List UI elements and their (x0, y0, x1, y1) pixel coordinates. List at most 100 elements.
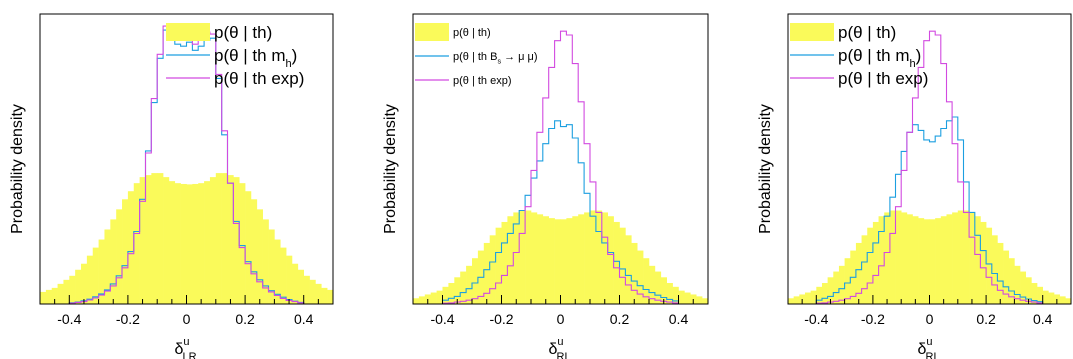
legend-label-sub: s (497, 58, 501, 66)
theory-bar (872, 221, 879, 304)
theory-bar (901, 212, 908, 304)
theory-bar (660, 277, 667, 304)
theory-bar (952, 212, 959, 304)
theory-bar (198, 183, 205, 304)
theory-bar (884, 212, 891, 304)
x-tick-label: -0.2 (489, 311, 513, 327)
theory-bar (678, 290, 685, 304)
legend-label-tail: ) (916, 46, 922, 65)
legend-label-main: p(θ | th m (214, 46, 286, 65)
series-line-secondary (815, 116, 1044, 304)
theory-bar (507, 216, 514, 304)
theory-bar (63, 279, 70, 304)
theory-bar (250, 199, 258, 304)
theory-bar (174, 183, 181, 304)
theory-bar (963, 210, 970, 304)
x-tick-label: 0 (557, 311, 565, 327)
legend-label-main: p(θ | th exp) (838, 69, 928, 88)
series-line-secondary (68, 29, 305, 304)
theory-bar (513, 212, 520, 304)
theory-bar (986, 227, 993, 304)
x-tick-label: 0.4 (294, 311, 314, 327)
theory-bar (239, 183, 246, 304)
theory-bar (303, 275, 310, 304)
theory-bar (969, 212, 976, 304)
theory-bar (1025, 277, 1032, 304)
theory-bar (861, 235, 868, 304)
theory-bar (116, 209, 123, 304)
x-axis-label-sup: u (926, 336, 932, 348)
theory-bar (180, 183, 187, 304)
theory-bar (519, 210, 526, 304)
theory-bar (1031, 283, 1038, 304)
theory-bar (548, 218, 555, 304)
x-axis-label-sup: u (183, 336, 189, 348)
theory-bar (531, 212, 538, 304)
chart-panel-1: -0.4 -0.2 0 0.2 0.4 Probability density δu LR p(… (9, 13, 334, 359)
theory-bar (256, 209, 263, 304)
theory-bar (696, 296, 703, 304)
legend-label-main: p(θ | th exp) (453, 75, 512, 87)
legend-swatch-fill (166, 23, 210, 41)
theory-bar (122, 199, 129, 304)
theory-bar (816, 286, 823, 304)
theory-bar (75, 269, 82, 304)
legend-swatch-fill (415, 23, 449, 41)
x-axis-label-sup: u (557, 336, 563, 348)
legend-label: p(θ | th exp) (453, 75, 512, 87)
theory-bar (1003, 250, 1010, 304)
theory-bar (163, 177, 170, 304)
theory-bar (127, 191, 135, 304)
theory-bar (525, 210, 532, 304)
theory-bar (57, 283, 64, 304)
theory-bar (262, 219, 269, 304)
theory-bar (286, 255, 293, 304)
theory-bar (793, 296, 800, 304)
theory-bar (315, 283, 322, 304)
theory-bar (810, 290, 817, 304)
legend-label-main: p(θ | th) (214, 23, 272, 42)
theory-bar (40, 291, 47, 304)
legend-label: p(θ | th exp) (214, 69, 304, 88)
x-tick-label: -0.4 (57, 311, 81, 327)
x-axis-label-sub: RL (926, 351, 940, 359)
theory-bar (827, 277, 834, 304)
x-tick-label: -0.4 (804, 311, 828, 327)
theory-bar (957, 210, 964, 304)
theory-bar (654, 271, 662, 304)
legend-label: p(θ | th) (453, 27, 491, 39)
theory-bar (454, 277, 461, 304)
theory-bar (601, 212, 608, 304)
legend-swatch-fill (790, 23, 834, 41)
theory-bar (637, 250, 644, 304)
theory-bar (584, 212, 591, 304)
theory-bar (631, 242, 638, 304)
x-tick-label: 0 (183, 311, 191, 327)
x-tick-label: 0 (926, 311, 934, 327)
theory-bar (991, 235, 998, 304)
theory-bar (560, 219, 567, 304)
theory-bar (151, 173, 158, 304)
y-axis-label: Probability density (757, 104, 774, 234)
theory-bar (895, 210, 902, 304)
theory-bar (413, 298, 420, 304)
theory-bar (51, 287, 58, 304)
theory-bar (625, 235, 632, 304)
theory-bar (566, 218, 573, 304)
theory-bar (554, 219, 561, 304)
legend-label-main: p(θ | th) (838, 23, 896, 42)
y-axis-label: Probability density (9, 104, 26, 234)
theory-bar (297, 269, 304, 304)
theory-bar (833, 271, 840, 304)
theory-bar (980, 221, 987, 304)
theory-bar (1014, 265, 1021, 304)
theory-bar (684, 292, 691, 304)
theory-bar (1059, 296, 1066, 304)
theory-bar (855, 242, 862, 304)
legend-label: p(θ | th) (838, 23, 896, 42)
theory-bar (442, 286, 449, 304)
legend-label: p(θ | th exp) (838, 69, 928, 88)
theory-bar (906, 214, 913, 304)
x-tick-label: -0.2 (116, 311, 140, 327)
